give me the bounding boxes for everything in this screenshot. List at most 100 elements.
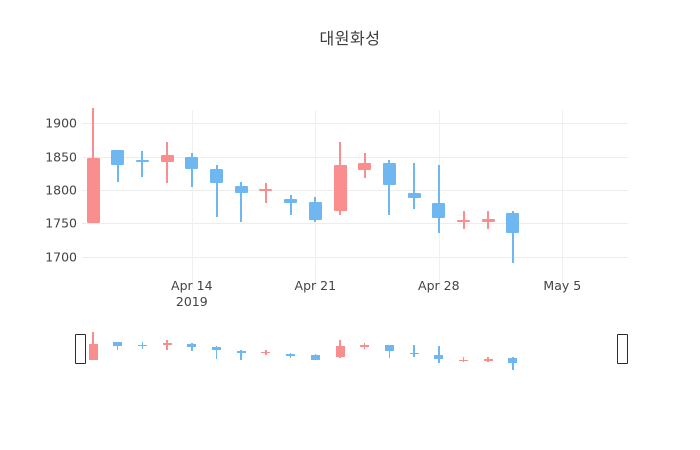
y-axis-tick-label: 1900: [45, 115, 77, 131]
candlestick-wick: [388, 160, 391, 216]
range-selector-body: [88, 344, 98, 361]
range-selector-wick: [512, 357, 514, 371]
range-selector-wick: [413, 345, 415, 357]
candlestick-body: [333, 164, 347, 212]
candlestick[interactable]: [185, 110, 199, 270]
range-selector-body: [335, 345, 345, 358]
x-axis: Apr 14 2019 Apr 21 Apr 28 May 5: [87, 278, 628, 318]
range-selector-candlestick: [236, 328, 246, 376]
range-selector-wick: [215, 345, 218, 359]
chart-title: 대원화성: [319, 29, 381, 48]
y-axis-tick-label: 1850: [45, 149, 77, 165]
candlestick-body: [432, 203, 446, 218]
candlestick-wick: [166, 142, 169, 184]
candlestick[interactable]: [382, 110, 396, 270]
candlestick-body: [135, 160, 149, 162]
candlestick-body: [407, 193, 421, 198]
range-selector-wick: [438, 345, 440, 363]
candlestick[interactable]: [457, 110, 470, 270]
candlestick[interactable]: [160, 110, 174, 270]
candlestick-wick: [437, 164, 440, 234]
candlestick[interactable]: [210, 110, 223, 270]
range-selector-candlestick: [409, 328, 419, 376]
candlestick-wick: [215, 164, 218, 217]
range-selector-body: [459, 359, 468, 361]
range-selector-body: [483, 359, 493, 361]
gridline-horizontal: [82, 223, 628, 225]
y-axis-tick-label: 1700: [45, 249, 77, 265]
candlestick[interactable]: [333, 110, 347, 270]
candlestick-body: [185, 156, 199, 169]
gridline-horizontal: [82, 256, 628, 258]
range-selector-candlestick: [434, 328, 444, 376]
candlestick-wick: [511, 211, 514, 264]
range-selector-wick: [462, 357, 465, 362]
range-selector-candlestick: [187, 328, 197, 376]
candlestick[interactable]: [284, 110, 298, 270]
range-selector-body: [137, 344, 147, 346]
range-selector-candlestick: [384, 328, 394, 376]
range-start-handle[interactable]: [75, 334, 86, 364]
range-selector-candlestick: [360, 328, 370, 376]
range-selector-wick: [388, 344, 391, 359]
candlestick-body: [457, 220, 470, 222]
candlestick-wick: [462, 211, 465, 229]
y-axis-tick-label: 1800: [45, 182, 77, 198]
candlestick-body: [308, 202, 322, 220]
candlestick-wick: [289, 195, 292, 216]
range-selector-candlestick: [162, 328, 172, 376]
gridline-vertical: [562, 110, 564, 288]
range-selector-body: [384, 345, 394, 351]
range-selector-candlestick: [310, 328, 320, 376]
candlestick-body: [259, 188, 273, 192]
range-selector[interactable]: [75, 328, 628, 376]
range-selector-wick: [191, 342, 193, 352]
candlestick[interactable]: [506, 110, 520, 270]
candlestick-wick: [190, 153, 193, 187]
y-axis: 1700 1750 1800 1850 1900: [15, 110, 77, 270]
candlestick[interactable]: [111, 110, 125, 270]
candlestick[interactable]: [135, 110, 149, 270]
candlestick-body: [160, 155, 174, 162]
range-selector-body: [434, 355, 444, 359]
candlestick-body: [284, 198, 298, 204]
y-axis-tick-label: 1750: [45, 215, 77, 231]
gridline-vertical: [191, 110, 193, 288]
candlestick[interactable]: [358, 110, 372, 270]
range-selector-candlestick: [113, 328, 123, 376]
candlestick-wick: [264, 183, 267, 204]
x-axis-tick-label: May 5: [543, 278, 582, 293]
range-selector-wick: [289, 353, 292, 359]
range-selector-candlestick: [212, 328, 221, 376]
range-end-handle[interactable]: [617, 334, 628, 364]
candlestick[interactable]: [432, 110, 446, 270]
candlestick[interactable]: [234, 110, 248, 270]
candlestick-wick: [413, 163, 416, 209]
candlestick-body: [481, 219, 495, 222]
gridline-horizontal: [82, 156, 628, 158]
range-selector-wick: [166, 340, 168, 351]
x-axis-tick-label: Apr 21: [294, 278, 337, 293]
candlestick[interactable]: [86, 108, 100, 270]
x-axis-tick-label: Apr 14 2019: [171, 278, 213, 309]
range-selector-candlestick: [508, 328, 518, 376]
range-selector-body: [286, 354, 296, 356]
candlestick[interactable]: [259, 110, 273, 270]
candlestick-body: [358, 163, 372, 170]
range-selector-body: [508, 357, 518, 363]
range-selector-body: [409, 352, 419, 355]
range-selector-candlestick: [261, 328, 271, 376]
range-selector-body: [360, 345, 370, 347]
range-selector-body: [236, 351, 246, 353]
candlestick-body: [86, 158, 100, 224]
range-selector-candlestick: [137, 328, 147, 376]
plot-area[interactable]: [82, 108, 628, 288]
candlestick[interactable]: [308, 110, 322, 270]
x-axis-tick-label: Apr 28: [418, 278, 460, 293]
gridline-horizontal: [82, 190, 628, 191]
range-selector-candlestick: [459, 328, 468, 376]
candlestick[interactable]: [481, 110, 495, 270]
candlestick[interactable]: [407, 110, 421, 270]
range-selector-candlestick: [88, 328, 98, 376]
